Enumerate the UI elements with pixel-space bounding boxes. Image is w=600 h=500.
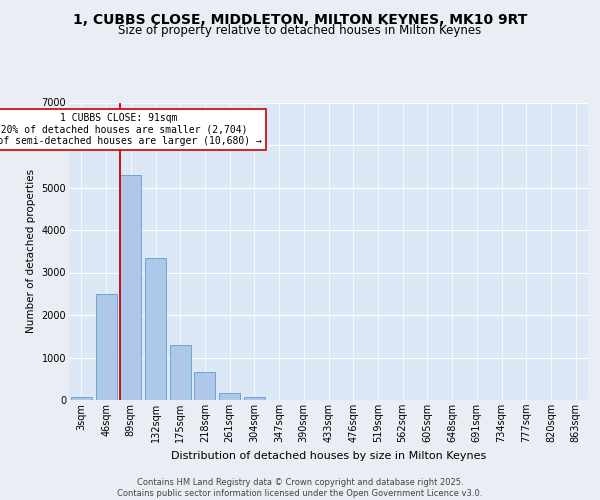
Bar <box>219 392 240 400</box>
Bar <box>145 258 166 400</box>
Bar <box>95 294 116 400</box>
Bar <box>120 175 141 400</box>
Text: Size of property relative to detached houses in Milton Keynes: Size of property relative to detached ho… <box>118 24 482 37</box>
Bar <box>244 397 265 400</box>
Text: 1 CUBBS CLOSE: 91sqm
← 20% of detached houses are smaller (2,704)
80% of semi-de: 1 CUBBS CLOSE: 91sqm ← 20% of detached h… <box>0 113 262 146</box>
Bar <box>71 397 92 400</box>
X-axis label: Distribution of detached houses by size in Milton Keynes: Distribution of detached houses by size … <box>171 450 486 460</box>
Text: 1, CUBBS CLOSE, MIDDLETON, MILTON KEYNES, MK10 9RT: 1, CUBBS CLOSE, MIDDLETON, MILTON KEYNES… <box>73 12 527 26</box>
Y-axis label: Number of detached properties: Number of detached properties <box>26 169 36 334</box>
Bar <box>194 372 215 400</box>
Text: Contains HM Land Registry data © Crown copyright and database right 2025.
Contai: Contains HM Land Registry data © Crown c… <box>118 478 482 498</box>
Bar <box>170 345 191 400</box>
